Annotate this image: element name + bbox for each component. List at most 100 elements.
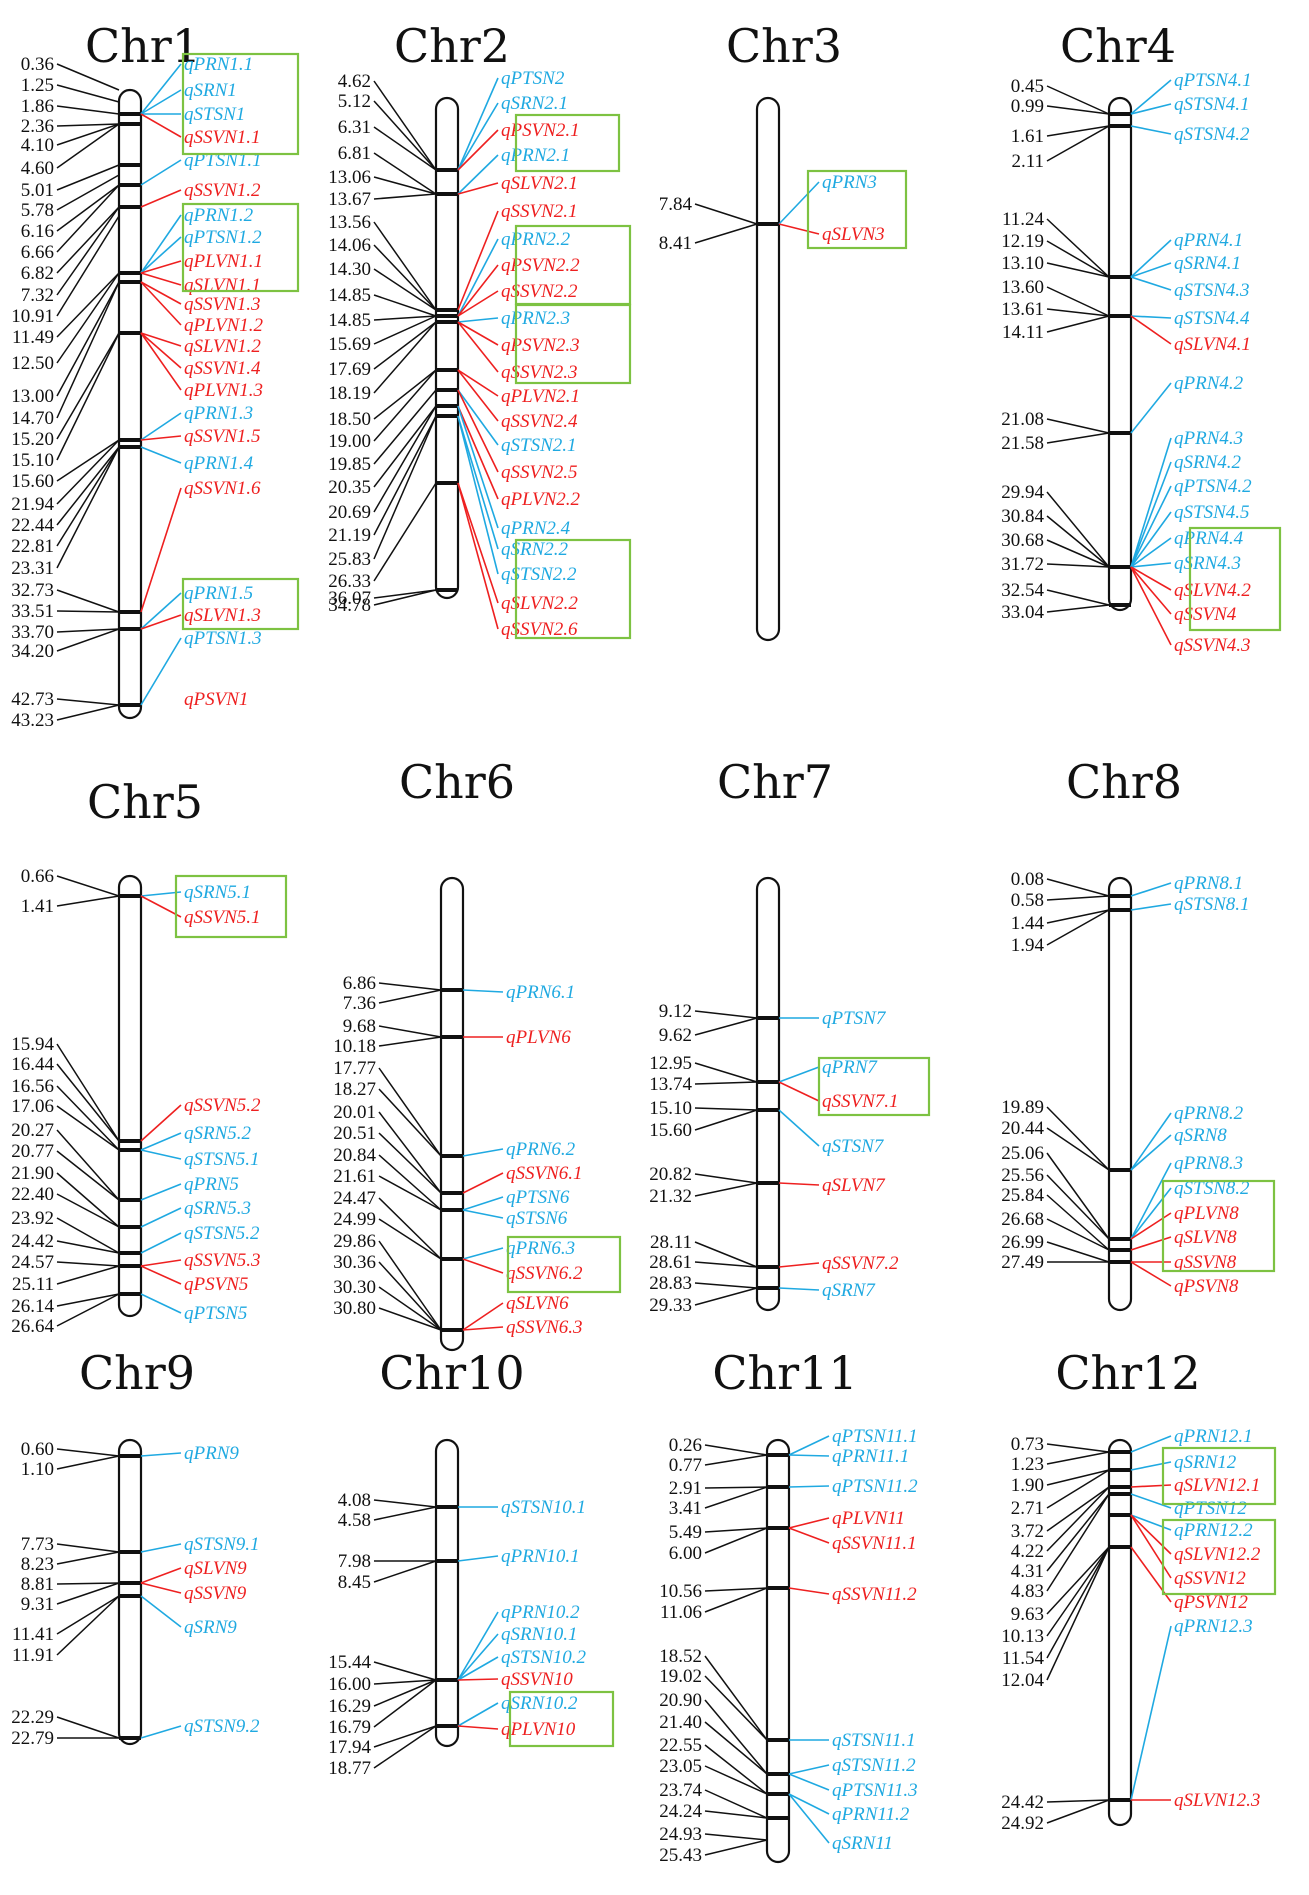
qtl-label: qPTSN2: [501, 68, 565, 89]
position-leader: [373, 415, 437, 536]
position-label: 24.99: [333, 1209, 376, 1230]
position-leader: [1046, 432, 1110, 444]
position-leader: [704, 1486, 768, 1509]
position-leader: [373, 415, 437, 560]
qtl-connector: [1130, 1514, 1172, 1531]
position-label: 29.86: [333, 1231, 376, 1252]
position-leader: [56, 1085, 120, 1151]
qtl-label: qSTSN10.2: [501, 1647, 586, 1668]
qtl-connector: [1130, 1112, 1172, 1171]
position-leader: [1046, 895, 1110, 901]
qtl-connector: [457, 264, 499, 317]
position-leader: [1046, 218, 1110, 278]
qtl-label: qSLVN1.1: [184, 275, 261, 296]
position-leader: [378, 1036, 442, 1047]
qtl-connector: [462, 989, 504, 993]
qtl-label: qSLVN6: [506, 1293, 569, 1314]
qtl-label: qSRN5.1: [184, 882, 251, 903]
position-label: 23.31: [11, 558, 54, 579]
position-leader: [704, 1454, 768, 1466]
qtl-label: qSRN10.2: [501, 1693, 578, 1714]
qtl-label: qSSVN2.4: [501, 411, 578, 432]
chromosome-bar: [439, 876, 465, 1352]
position-leader: [56, 84, 120, 103]
position-label: 4.31: [1011, 1561, 1044, 1582]
position-label: 15.94: [11, 1034, 54, 1055]
chromosome-bar: [117, 1438, 143, 1746]
position-label: 10.18: [333, 1036, 376, 1057]
qtl-label: qPRN8.1: [1174, 873, 1243, 894]
chromosome-bar: [1107, 876, 1133, 1312]
position-label: 42.73: [11, 689, 54, 710]
qtl-label: qSTSN5.1: [184, 1149, 260, 1170]
position-label: 15.60: [11, 471, 54, 492]
qtl-connector: [778, 1109, 820, 1147]
qtl-connector: [1130, 1212, 1172, 1240]
position-leader: [373, 268, 437, 311]
qtl-label: qPRN1.1: [184, 54, 253, 75]
position-label: 16.79: [328, 1717, 371, 1738]
qtl-connector: [457, 182, 499, 195]
position-leader: [1046, 1546, 1110, 1615]
position-label: 0.99: [1011, 96, 1044, 117]
qtl-label: qSTSN4.3: [1174, 280, 1250, 301]
qtl-label: qSLVN7: [822, 1175, 886, 1196]
position-label: 25.84: [1001, 1185, 1044, 1206]
position-label: 24.57: [11, 1252, 54, 1273]
qtl-label: qSSVN7.2: [822, 1253, 899, 1274]
position-leader: [373, 1506, 437, 1521]
position-label: 15.10: [649, 1098, 692, 1119]
position-label: 16.44: [11, 1054, 54, 1075]
position-label: 12.19: [1001, 231, 1044, 252]
position-leader: [373, 152, 437, 195]
position-label: 11.91: [12, 1645, 54, 1666]
position-leader: [373, 176, 437, 195]
qtl-label: qPLVN6: [506, 1027, 571, 1048]
position-leader: [1046, 1106, 1110, 1171]
qtl-label: qSLVN4.1: [1174, 334, 1251, 355]
qtl-connector: [140, 1207, 182, 1228]
position-leader: [1046, 315, 1110, 333]
qtl-label: qPTSN11.3: [832, 1780, 918, 1801]
qtl-connector: [457, 389, 499, 446]
chromosome-bar: [117, 88, 143, 720]
position-label: 28.11: [650, 1232, 692, 1253]
qtl-connector: [140, 1595, 182, 1628]
position-label: 16.56: [11, 1076, 54, 1097]
position-leader: [373, 321, 437, 394]
position-label: 34.78: [328, 595, 371, 616]
position-label: 19.02: [659, 1666, 702, 1687]
position-leader: [1046, 909, 1110, 946]
qtl-connector: [140, 1293, 182, 1314]
qtl-connector: [1130, 485, 1172, 568]
qtl-label: qPRN2.4: [501, 518, 571, 539]
position-leader: [56, 1716, 120, 1739]
qtl-label: qSSVN4: [1174, 604, 1237, 625]
position-label: 6.86: [343, 973, 376, 994]
position-label: 30.68: [1001, 530, 1044, 551]
qtl-connector: [457, 1656, 499, 1681]
position-label: 25.11: [12, 1274, 54, 1295]
position-label: 24.47: [333, 1188, 376, 1209]
position-leader: [56, 63, 120, 91]
position-leader: [378, 1025, 442, 1038]
qtl-connector: [462, 1326, 504, 1331]
position-leader: [1046, 1127, 1110, 1171]
chromosome-title: Chr4: [1060, 19, 1176, 73]
position-leader: [704, 1810, 768, 1819]
position-label: 6.81: [338, 143, 371, 164]
qtl-label: qSLVN1.2: [184, 336, 261, 357]
position-leader: [378, 1132, 442, 1194]
qtl-label: qPRN10.1: [501, 1546, 580, 1567]
qtl-label: qSTSN4.5: [1174, 502, 1250, 523]
position-label: 6.66: [21, 242, 54, 263]
position-label: 23.74: [659, 1780, 702, 1801]
position-leader: [56, 1293, 120, 1307]
qtl-connector: [140, 1582, 182, 1594]
position-label: 9.62: [659, 1025, 692, 1046]
position-leader: [378, 982, 442, 991]
chromosome-bar: [765, 1438, 791, 1864]
qtl-connector: [140, 332, 182, 369]
position-label: 22.79: [11, 1728, 54, 1749]
position-leader: [373, 589, 437, 606]
